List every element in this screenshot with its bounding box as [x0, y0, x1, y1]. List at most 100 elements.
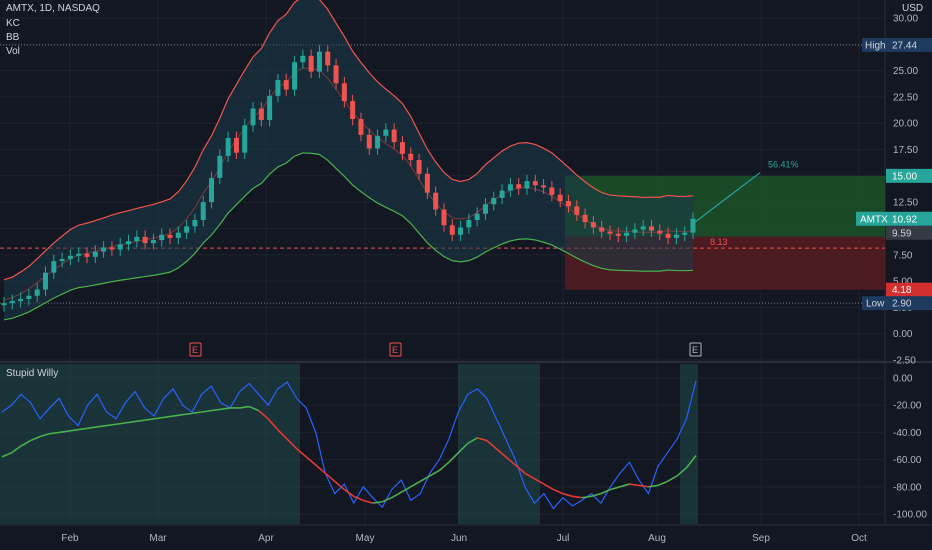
candle-body	[458, 227, 464, 235]
willy-ma-segment	[286, 438, 298, 450]
candle-body	[142, 236, 148, 244]
sub-panel-title[interactable]: Stupid Willy	[6, 368, 59, 379]
willy-ma-segment	[201, 409, 212, 413]
tag-current-bg	[886, 211, 932, 226]
candle-body	[541, 185, 547, 188]
willy-ma-segment	[533, 477, 545, 485]
candle-body	[267, 95, 273, 121]
time-tick-label: Aug	[648, 533, 666, 544]
candle-body	[375, 135, 381, 149]
candle-body	[159, 234, 165, 241]
candle-body	[383, 129, 389, 136]
willy-ma-segment	[96, 424, 107, 428]
willy-ma-segment	[153, 416, 164, 420]
candle-body	[673, 234, 679, 238]
tag-stop: 4.18	[886, 282, 932, 297]
candle-body	[225, 137, 231, 156]
time-tick-label: Oct	[851, 533, 867, 544]
candle-body	[358, 119, 364, 135]
time-tick-label: Sep	[752, 533, 770, 544]
willy-ma-segment	[467, 437, 478, 444]
sub-tick-label: -60.00	[893, 455, 922, 466]
candle-body	[250, 108, 256, 126]
candle-body	[350, 101, 356, 120]
earnings-marker-label: E	[192, 345, 198, 355]
willy-ma-segment	[173, 413, 183, 417]
willy-ma-segment	[562, 492, 573, 498]
price-tags: 27.44High15.0010.92AMTX02:19:579.594.182…	[856, 37, 932, 311]
willy-ma-segment	[334, 480, 345, 491]
willy-ma-segment	[296, 448, 307, 458]
candle-body	[574, 206, 580, 215]
willy-ma-segment	[353, 495, 364, 502]
willy-ma-segment	[400, 486, 412, 493]
candle-body	[18, 298, 24, 302]
willy-ma-segment	[115, 422, 126, 426]
study-bb[interactable]: BB	[6, 32, 20, 43]
sub-shade-region	[458, 364, 540, 524]
tag-current-label-bg	[856, 211, 886, 226]
candle-body	[441, 209, 447, 226]
time-axis: Feb Mar Apr May Jun Jul Aug Sep Oct	[61, 533, 867, 544]
sub-tick-label: -100.00	[893, 510, 927, 521]
candle-body	[258, 108, 264, 121]
study-kc[interactable]: KC	[6, 18, 20, 29]
willy-ma-segment	[1, 452, 12, 458]
sub-tick-label: -80.00	[893, 482, 922, 493]
candle-body	[283, 80, 289, 90]
entry-label: 8.13	[710, 237, 728, 247]
tag-high-text: 27.44	[892, 40, 917, 51]
chart-grid	[0, 0, 932, 526]
willy-ma-segment	[363, 499, 373, 504]
time-tick-label: May	[356, 533, 375, 544]
candle-body	[549, 187, 555, 195]
sub-shade-region	[0, 364, 300, 524]
price-tick-label: 30.00	[893, 14, 918, 25]
study-vol[interactable]: Vol	[6, 46, 20, 57]
tag-high-bg	[886, 37, 932, 52]
willy-ma-segment	[134, 419, 145, 423]
candle-body	[491, 197, 497, 205]
currency-label: USD	[902, 3, 924, 14]
willy-ma-segment	[553, 488, 564, 495]
willy-ma-segment	[239, 405, 250, 409]
candle-body	[300, 55, 306, 63]
willy-ma-segment	[486, 439, 497, 450]
projection-label: 56.41%	[768, 159, 799, 169]
price-tick-label: -2.50	[893, 356, 916, 367]
candle-body	[76, 253, 82, 256]
willy-ma-segment	[410, 480, 421, 488]
willy-ma-segment	[638, 484, 649, 488]
tag-prev: 9.59	[886, 225, 932, 240]
price-tick-label: 22.50	[893, 92, 918, 103]
price-tick-label: 20.00	[893, 119, 918, 130]
willy-ma-segment	[629, 483, 640, 487]
candle-body	[26, 295, 32, 299]
willy-ma-segment	[429, 469, 440, 477]
tag-current-text: 10.92	[892, 214, 917, 225]
candle-body	[184, 226, 190, 233]
tag-low-label: Low	[866, 299, 885, 310]
candle-body	[424, 173, 430, 193]
tag-low-bg	[886, 296, 932, 311]
candle-body	[557, 194, 563, 202]
willy-ma-segment	[30, 435, 41, 442]
candle-body	[209, 177, 215, 203]
candle-body	[640, 226, 646, 230]
willy-ma-segment	[591, 492, 602, 498]
willy-ma-segment	[505, 456, 516, 466]
earnings-marker-box	[689, 342, 702, 357]
candle-body	[51, 261, 57, 273]
stupid-willy-panel: 0.00 -20.00 -40.00 -60.00 -80.00 -100.00	[0, 364, 927, 524]
willy-ma-segment	[192, 411, 202, 415]
willy-ma-segment	[106, 423, 117, 427]
price-tick-label: 5.00	[893, 277, 913, 288]
candle-body	[466, 220, 472, 228]
willy-ma-segment	[324, 472, 336, 482]
candle-body	[565, 201, 571, 207]
price-tick-label: 25.00	[893, 66, 918, 77]
willy-ma-segment	[419, 475, 431, 483]
candle-body	[101, 247, 107, 252]
candle-body	[167, 234, 173, 238]
candle-body	[34, 289, 40, 296]
